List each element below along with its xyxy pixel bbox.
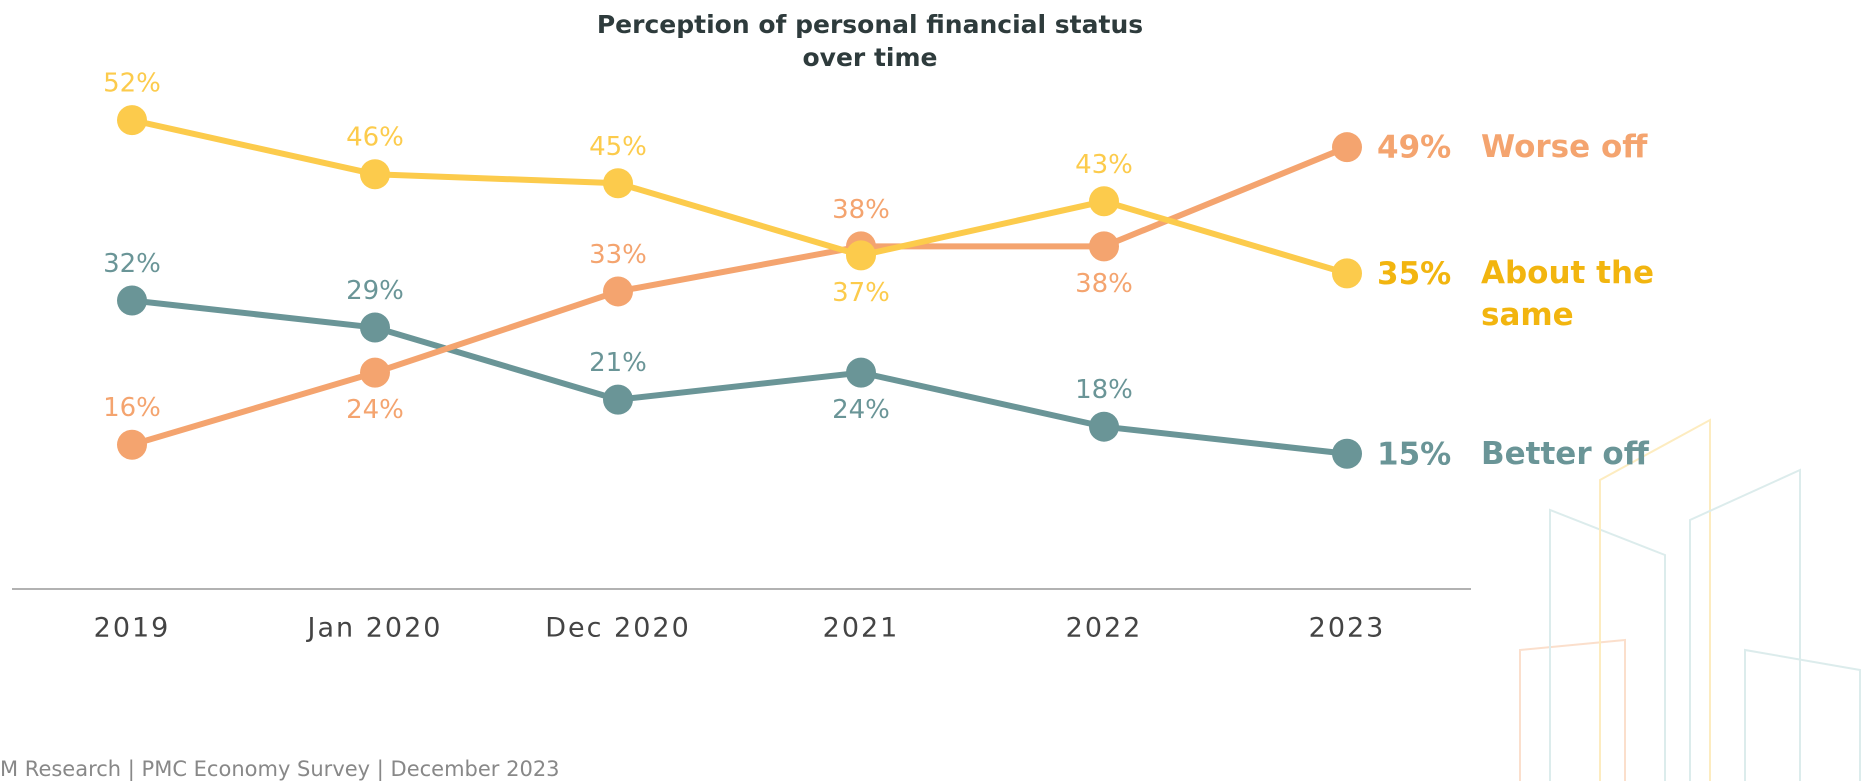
x-tick-label: Jan 2020 [306,613,443,644]
chart-title: Perception of personal financial status … [596,10,1144,72]
series-line [131,117,1348,277]
legend-label: About the same [1481,255,1655,334]
legend-label: Better off [1481,435,1649,472]
value-label: 16% [103,393,161,423]
legend-label: Worse off [1481,129,1648,166]
x-tick-label: 2022 [1066,613,1143,644]
point [603,276,633,307]
value-label: 21% [589,348,647,378]
decoration [1519,418,1861,781]
series-line [131,144,1349,448]
value-label: 52% [103,69,161,99]
point [1089,231,1119,262]
value-label: 33% [589,240,647,270]
point [117,285,147,316]
point [846,357,876,388]
point [117,429,147,460]
end-label: 15% [1377,436,1451,472]
value-label: 45% [589,132,647,162]
x-tick-label: 2019 [94,613,171,644]
value-label: 37% [832,278,890,308]
value-label: 18% [1075,375,1133,405]
point [360,312,390,343]
value-label: 43% [1075,150,1133,180]
value-label: 38% [832,195,890,225]
point [1332,258,1362,289]
point [1332,438,1362,469]
point [603,168,633,199]
value-label: 24% [346,395,404,425]
value-label: 24% [832,395,890,425]
series-line [131,297,1348,457]
point [846,240,876,271]
end-label: 49% [1377,130,1451,166]
value-label: 38% [1075,269,1133,299]
point [360,159,390,190]
x-tick-label: Dec 2020 [545,613,691,644]
point [360,357,390,388]
point [117,105,147,136]
value-label: 29% [346,276,404,306]
point [603,384,633,415]
end-label: 35% [1377,256,1451,292]
footer: M Research | PMC Economy Survey | Decemb… [0,757,560,781]
point [1332,132,1362,163]
point [1089,411,1119,442]
x-tick-label: 2023 [1309,613,1386,644]
value-label: 32% [103,249,161,279]
point [1089,186,1119,217]
value-label: 46% [346,123,404,153]
x-tick-label: 2021 [823,613,900,644]
